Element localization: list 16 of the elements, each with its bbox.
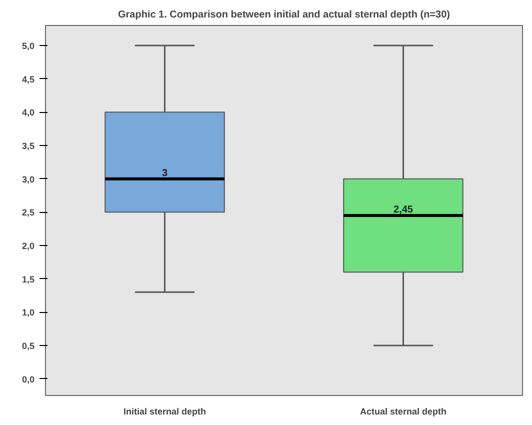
y-tick-label: 1,5: [22, 274, 35, 284]
x-tick-label: Actual sternal depth: [360, 406, 447, 416]
y-tick-label: 2,0: [22, 241, 35, 251]
y-tick-label: 4,0: [22, 108, 35, 118]
y-tick-label: 5,0: [22, 41, 35, 51]
y-tick-label: 1,0: [22, 308, 35, 318]
annotation: 2,45: [394, 204, 414, 216]
chart-title: Graphic 1. Comparison between initial and actual sternal depth (n=30): [118, 10, 450, 20]
y-tick-label: 0,5: [22, 341, 35, 351]
y-tick-label: 2,5: [22, 208, 35, 218]
y-tick-label: 4,5: [22, 74, 35, 84]
annotation: 3: [162, 168, 168, 179]
y-tick-label: 0,0: [22, 374, 35, 384]
x-tick-label: Initial sternal depth: [123, 406, 206, 416]
y-tick-label: 3,5: [22, 141, 35, 151]
y-tick-label: 3,0: [22, 174, 35, 184]
